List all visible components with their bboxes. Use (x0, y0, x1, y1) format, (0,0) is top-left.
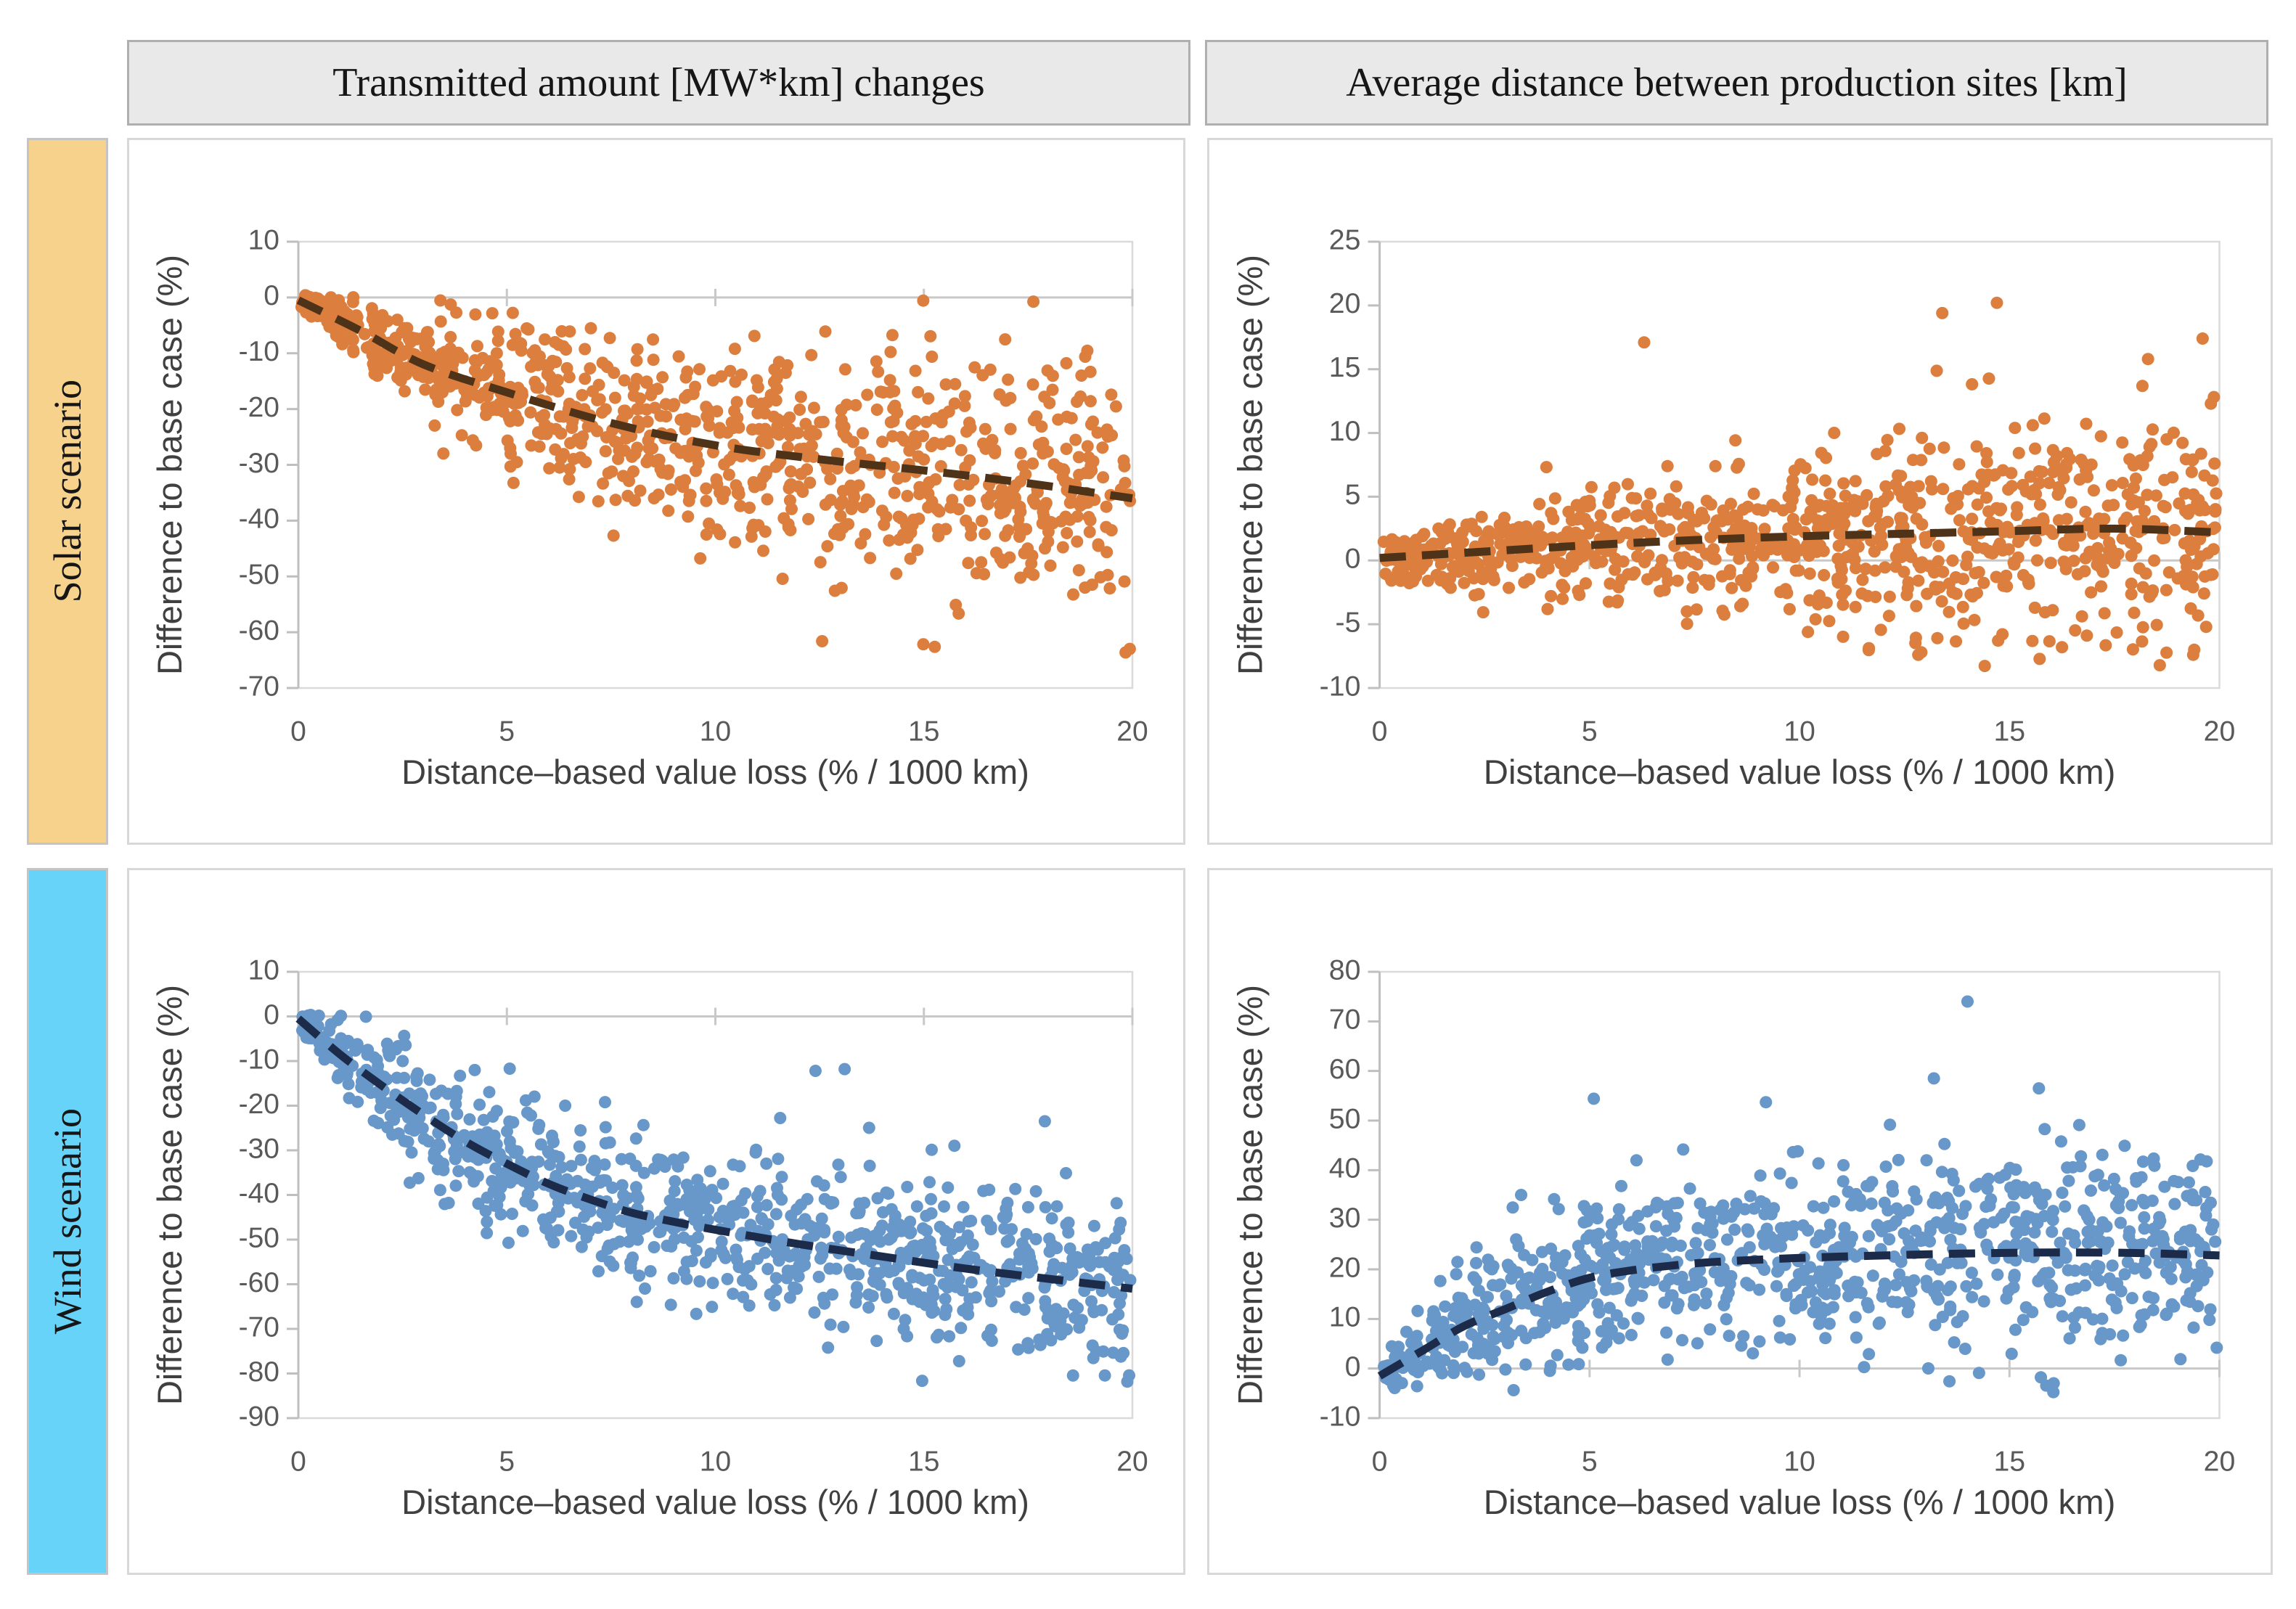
svg-text:5: 5 (1345, 480, 1361, 511)
svg-text:10: 10 (700, 716, 731, 747)
svg-text:0: 0 (263, 280, 279, 311)
svg-text:Difference to base case (%): Difference to base case (%) (1230, 255, 1269, 675)
svg-text:20: 20 (1329, 288, 1361, 319)
svg-text:20: 20 (2204, 716, 2236, 747)
column-header-distance-label: Average distance between production site… (1346, 60, 2128, 105)
svg-text:-90: -90 (239, 1401, 279, 1432)
svg-text:50: 50 (1329, 1103, 1361, 1134)
svg-text:Distance–based value loss (% /: Distance–based value loss (% / 1000 km) (401, 753, 1029, 791)
svg-text:15: 15 (908, 1446, 939, 1477)
scatter-plot-solar-transmitted: 10 0 -10 -20 -30 -40 -50 -60 -70 0 5 10 15 20 Distance… (150, 224, 1148, 791)
row-label-solar-scenario: Solar scenario (27, 138, 108, 845)
column-header-distance: Average distance between production site… (1205, 40, 2268, 126)
svg-text:-70: -70 (239, 1311, 279, 1343)
svg-text:-10: -10 (1320, 1401, 1361, 1432)
panel-solar-transmitted: 10 0 -10 -20 -30 -40 -50 -60 -70 0 5 10 15 20 Distance… (127, 138, 1185, 845)
svg-text:20: 20 (2204, 1446, 2236, 1477)
svg-text:25: 25 (1329, 224, 1361, 255)
svg-text:-70: -70 (239, 671, 279, 702)
svg-text:-40: -40 (239, 1178, 279, 1209)
svg-text:-40: -40 (239, 504, 279, 535)
row-label-solar-text: Solar scenario (46, 380, 89, 603)
panel-wind-transmitted: 10 0 -10 -20 -30 -40 -50 -60 -70 -80 -90 0 5 10 15 20 Di… (127, 868, 1185, 1575)
svg-text:40: 40 (1329, 1153, 1361, 1184)
svg-text:-10: -10 (1320, 671, 1361, 702)
svg-text:15: 15 (1329, 352, 1361, 383)
svg-text:15: 15 (1993, 1446, 2025, 1477)
svg-text:-20: -20 (239, 392, 279, 423)
svg-text:10: 10 (248, 224, 279, 255)
svg-text:-30: -30 (239, 448, 279, 479)
svg-text:-50: -50 (239, 560, 279, 591)
svg-text:-60: -60 (239, 1267, 279, 1298)
svg-text:-30: -30 (239, 1133, 279, 1164)
svg-text:-60: -60 (239, 615, 279, 646)
svg-text:30: 30 (1329, 1203, 1361, 1234)
svg-text:-50: -50 (239, 1222, 279, 1253)
svg-text:60: 60 (1329, 1054, 1361, 1085)
svg-text:5: 5 (1582, 716, 1598, 747)
svg-text:10: 10 (1329, 1302, 1361, 1333)
svg-text:15: 15 (908, 716, 939, 747)
row-label-wind-text: Wind scenario (46, 1108, 89, 1335)
svg-text:20: 20 (1116, 1446, 1148, 1477)
svg-text:-80: -80 (239, 1356, 279, 1388)
svg-text:Distance–based value loss (% /: Distance–based value loss (% / 1000 km) (401, 1483, 1029, 1521)
svg-text:5: 5 (499, 1446, 515, 1477)
svg-text:Difference to base case (%): Difference to base case (%) (150, 255, 189, 675)
svg-text:-10: -10 (239, 1044, 279, 1075)
svg-text:0: 0 (290, 1446, 306, 1477)
scatter-plot-solar-distance: 25 20 15 10 5 0 -5 -10 0 5 10 15 20 Distance–based va… (1230, 224, 2236, 791)
row-label-wind-scenario: Wind scenario (27, 868, 108, 1575)
svg-text:15: 15 (1993, 716, 2025, 747)
svg-text:Difference to base case (%): Difference to base case (%) (150, 985, 189, 1405)
svg-text:10: 10 (700, 1446, 731, 1477)
svg-text:10: 10 (1329, 416, 1361, 447)
scatter-plot-wind-distance: 80 70 60 50 40 30 20 10 0 -10 0 5 10 15 20 Distance–bas… (1230, 954, 2236, 1521)
panel-solar-distance: 25 20 15 10 5 0 -5 -10 0 5 10 15 20 Distance–based va… (1207, 138, 2273, 845)
svg-text:0: 0 (1372, 716, 1388, 747)
svg-text:10: 10 (1784, 1446, 1815, 1477)
svg-text:10: 10 (248, 954, 279, 986)
svg-text:0: 0 (1372, 1446, 1388, 1477)
svg-text:-20: -20 (239, 1089, 279, 1120)
svg-text:Difference to base case (%): Difference to base case (%) (1230, 985, 1269, 1405)
svg-text:-5: -5 (1336, 607, 1361, 639)
column-header-transmitted-label: Transmitted amount [MW*km] changes (332, 60, 985, 105)
svg-text:0: 0 (290, 716, 306, 747)
panel-wind-distance: 80 70 60 50 40 30 20 10 0 -10 0 5 10 15 20 Distance–bas… (1207, 868, 2273, 1575)
svg-text:-10: -10 (239, 336, 279, 367)
svg-text:70: 70 (1329, 1004, 1361, 1036)
svg-text:20: 20 (1329, 1252, 1361, 1283)
svg-text:10: 10 (1784, 716, 1815, 747)
svg-text:80: 80 (1329, 954, 1361, 986)
svg-text:5: 5 (1582, 1446, 1598, 1477)
svg-text:0: 0 (1345, 544, 1361, 575)
svg-text:0: 0 (1345, 1351, 1361, 1383)
svg-text:Distance–based value loss (% /: Distance–based value loss (% / 1000 km) (1484, 753, 2116, 791)
svg-text:20: 20 (1116, 716, 1148, 747)
scatter-plot-wind-transmitted: 10 0 -10 -20 -30 -40 -50 -60 -70 -80 -90 0 5 10 15 20 Di… (150, 954, 1148, 1521)
svg-text:Distance–based value loss (% /: Distance–based value loss (% / 1000 km) (1484, 1483, 2116, 1521)
svg-text:5: 5 (499, 716, 515, 747)
column-header-transmitted: Transmitted amount [MW*km] changes (127, 40, 1190, 126)
svg-text:0: 0 (263, 999, 279, 1031)
